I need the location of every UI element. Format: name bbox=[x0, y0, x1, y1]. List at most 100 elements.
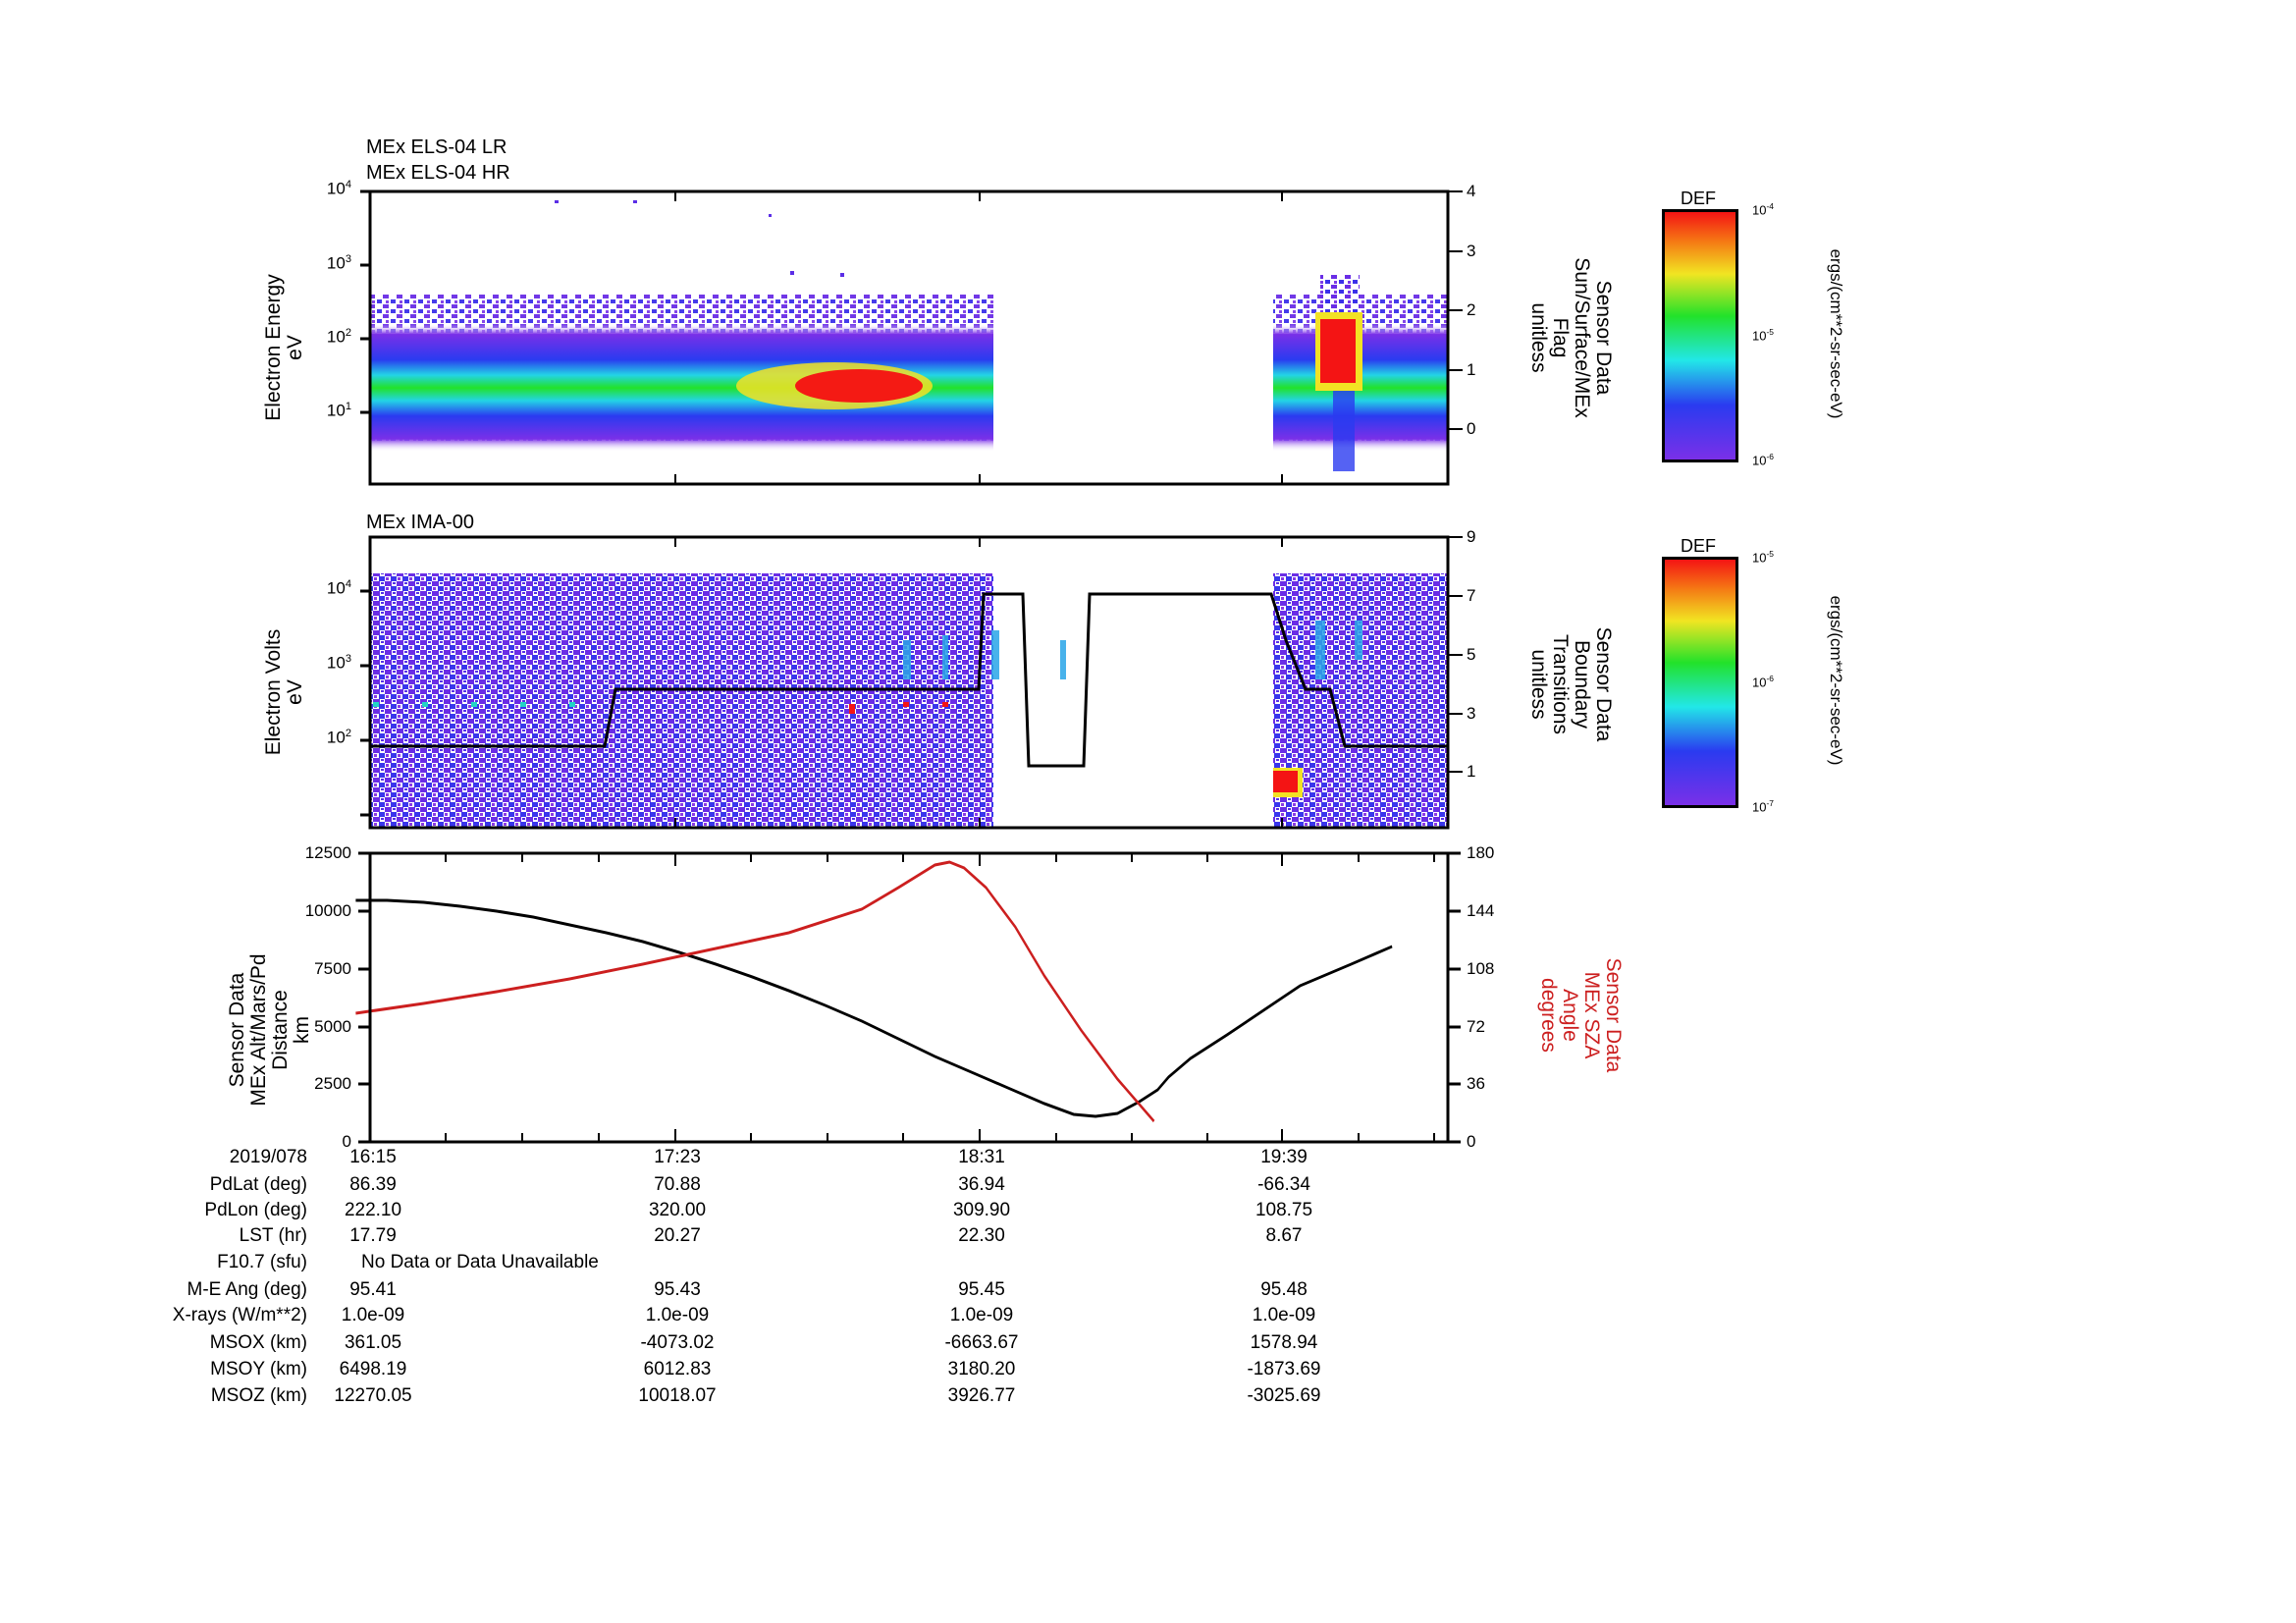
ima-ylabel-line2: eV bbox=[284, 679, 306, 705]
xrays-0: 1.0e-09 bbox=[341, 1305, 405, 1325]
els-colorbar-units: ergs/(cm**2-sr-sec-eV) bbox=[1827, 248, 1845, 419]
orbit-rlabel-4: degrees bbox=[1537, 978, 1560, 1053]
msoz-0: 12270.05 bbox=[334, 1385, 412, 1406]
time-3: 19:39 bbox=[1260, 1147, 1308, 1167]
els-rtick-0: 0 bbox=[1467, 419, 1476, 438]
orbit-rtick-72: 72 bbox=[1467, 1017, 1485, 1036]
orbit-ltick-2500: 2500 bbox=[314, 1074, 351, 1093]
lst-3: 8.67 bbox=[1265, 1225, 1303, 1246]
msox-0: 361.05 bbox=[344, 1332, 402, 1353]
ima-title: MEx IMA-00 bbox=[366, 512, 475, 533]
orbit-rtick-0: 0 bbox=[1467, 1132, 1476, 1151]
els-rlabel-1: Sensor Data bbox=[1592, 280, 1615, 396]
me-ang-3: 95.48 bbox=[1260, 1279, 1308, 1300]
row-label-me-ang: M-E Ang (deg) bbox=[187, 1279, 308, 1300]
orbit-ltick-5000: 5000 bbox=[314, 1017, 351, 1036]
lst-0: 17.79 bbox=[349, 1225, 397, 1246]
ima-rtick-5: 5 bbox=[1467, 645, 1476, 664]
row-label-pdlat: PdLat (deg) bbox=[209, 1174, 307, 1195]
row-label-msoy: MSOY (km) bbox=[210, 1359, 307, 1380]
orbit-line-plot bbox=[355, 851, 1461, 1144]
els-colorbar-mid: 10-5 bbox=[1752, 327, 1774, 344]
f107-no-data: No Data or Data Unavailable bbox=[361, 1252, 599, 1272]
pdlon-3: 108.75 bbox=[1255, 1200, 1313, 1220]
msoz-1: 10018.07 bbox=[638, 1385, 717, 1406]
row-label-xrays: X-rays (W/m**2) bbox=[172, 1305, 307, 1325]
msoy-2: 3180.20 bbox=[947, 1359, 1016, 1380]
ima-rtick-3: 3 bbox=[1467, 704, 1476, 723]
ima-rlabel-2: Boundary bbox=[1571, 640, 1593, 729]
els-ytick-1e1: 101 bbox=[326, 401, 351, 420]
ima-colorbar-min: 10-7 bbox=[1752, 798, 1774, 815]
els-colorbar-max: 10-4 bbox=[1752, 201, 1774, 218]
ima-ytick-1e4: 104 bbox=[326, 578, 351, 598]
ima-y-axis-label: Electron Volts eV bbox=[262, 584, 306, 800]
els-ylabel-line1: Electron Energy bbox=[262, 274, 285, 421]
pdlon-2: 309.90 bbox=[952, 1200, 1011, 1220]
ima-colorbar-title: DEF bbox=[1681, 536, 1716, 556]
els-rtick-3: 3 bbox=[1467, 242, 1476, 260]
pdlat-1: 70.88 bbox=[654, 1174, 701, 1195]
lst-1: 20.27 bbox=[654, 1225, 701, 1246]
els-rtick-4: 4 bbox=[1467, 182, 1476, 200]
row-label-f107: F10.7 (sfu) bbox=[217, 1252, 307, 1272]
orbit-llabel-2: MEx Alt/Mars/Pd bbox=[247, 953, 270, 1107]
orbit-ltick-7500: 7500 bbox=[314, 959, 351, 978]
ima-right-axis-label: Sensor Data Boundary Transitions unitles… bbox=[1527, 567, 1615, 802]
xrays-2: 1.0e-09 bbox=[949, 1305, 1014, 1325]
orbit-rtick-180: 180 bbox=[1467, 843, 1495, 862]
me-ang-2: 95.45 bbox=[958, 1279, 1005, 1300]
xrays-1: 1.0e-09 bbox=[645, 1305, 710, 1325]
pdlon-1: 320.00 bbox=[648, 1200, 707, 1220]
els-right-axis-label: Sensor Data Sun/Surface/MEx Flag unitles… bbox=[1527, 220, 1615, 456]
orbit-ltick-12500: 12500 bbox=[304, 843, 351, 862]
ima-rlabel-3: Transitions bbox=[1549, 634, 1572, 734]
ima-colorbar-mid: 10-6 bbox=[1752, 674, 1774, 690]
msox-1: -4073.02 bbox=[640, 1332, 715, 1353]
ima-rtick-7: 7 bbox=[1467, 586, 1476, 605]
row-label-date: 2019/078 bbox=[229, 1147, 307, 1167]
orbit-rtick-144: 144 bbox=[1467, 901, 1495, 920]
ima-spectrogram bbox=[360, 535, 1463, 830]
ima-colorbar-max: 10-5 bbox=[1752, 549, 1774, 566]
time-0: 16:15 bbox=[349, 1147, 397, 1167]
pdlat-2: 36.94 bbox=[958, 1174, 1005, 1195]
ima-colorbar-units: ergs/(cm**2-sr-sec-eV) bbox=[1827, 595, 1845, 766]
els-rlabel-4: unitless bbox=[1527, 302, 1550, 373]
els-ytick-1e2: 102 bbox=[326, 327, 351, 347]
els-rtick-1: 1 bbox=[1467, 360, 1476, 379]
els-colorbar-min: 10-6 bbox=[1752, 452, 1774, 468]
pdlat-0: 86.39 bbox=[349, 1174, 397, 1195]
msox-2: -6663.67 bbox=[944, 1332, 1019, 1353]
msoy-0: 6498.19 bbox=[339, 1359, 407, 1380]
me-ang-0: 95.41 bbox=[349, 1279, 397, 1300]
els-ytick-1e4: 104 bbox=[326, 179, 351, 198]
orbit-rtick-108: 108 bbox=[1467, 959, 1495, 978]
ima-rlabel-1: Sensor Data bbox=[1592, 626, 1615, 742]
ima-ylabel-line1: Electron Volts bbox=[262, 628, 285, 756]
time-1: 17:23 bbox=[654, 1147, 701, 1167]
els-rlabel-3: Flag bbox=[1549, 317, 1572, 358]
orbit-ltick-0: 0 bbox=[342, 1132, 351, 1151]
orbit-rlabel-3: Angle bbox=[1559, 989, 1581, 1042]
msoy-1: 6012.83 bbox=[643, 1359, 712, 1380]
ima-rlabel-4: unitless bbox=[1527, 649, 1550, 720]
msox-3: 1578.94 bbox=[1250, 1332, 1318, 1353]
row-label-pdlon: PdLon (deg) bbox=[204, 1200, 307, 1220]
row-label-msoz: MSOZ (km) bbox=[210, 1385, 307, 1406]
msoz-3: -3025.69 bbox=[1247, 1385, 1321, 1406]
me-ang-1: 95.43 bbox=[654, 1279, 701, 1300]
orbit-right-axis-label: Sensor Data MEx SZA Angle degrees bbox=[1537, 897, 1625, 1133]
time-2: 18:31 bbox=[958, 1147, 1005, 1167]
ima-rtick-1: 1 bbox=[1467, 762, 1476, 781]
orbit-llabel-1: Sensor Data bbox=[226, 972, 248, 1088]
row-label-msox: MSOX (km) bbox=[209, 1332, 307, 1353]
els-colorbar bbox=[1662, 209, 1738, 462]
ima-ytick-1e3: 103 bbox=[326, 653, 351, 673]
els-rlabel-2: Sun/Surface/MEx bbox=[1571, 257, 1593, 418]
ima-rtick-9: 9 bbox=[1467, 527, 1476, 546]
els-colorbar-title: DEF bbox=[1681, 189, 1716, 208]
lst-2: 22.30 bbox=[958, 1225, 1005, 1246]
els-rtick-2: 2 bbox=[1467, 300, 1476, 319]
els-title-hr: MEx ELS-04 HR bbox=[366, 162, 510, 184]
